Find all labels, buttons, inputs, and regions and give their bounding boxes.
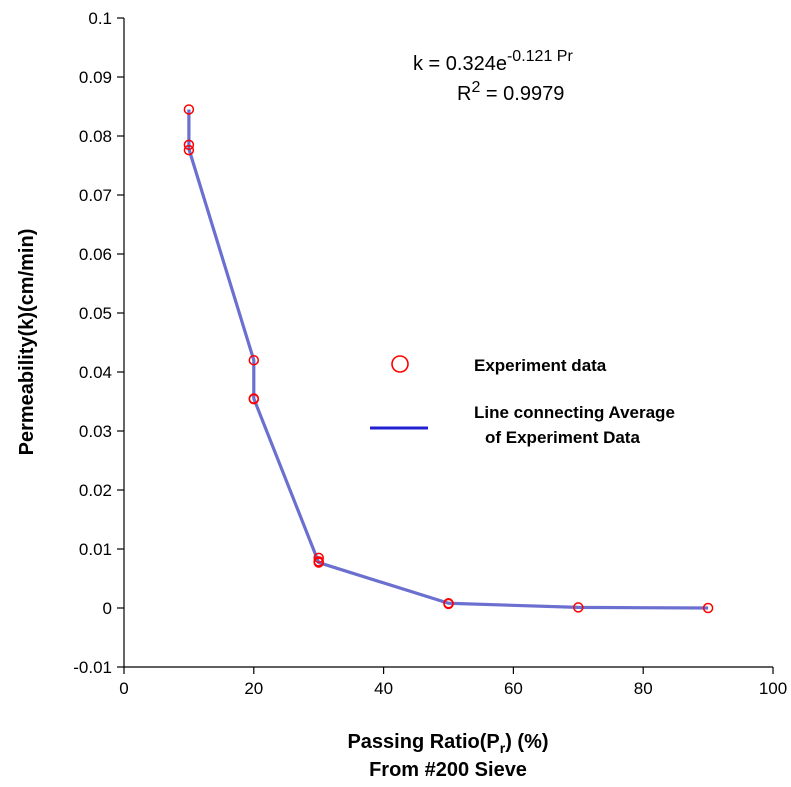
y-axis-title: Permeability(k)(cm/min)	[16, 229, 38, 456]
y-tick-label: 0.1	[88, 9, 112, 28]
x-tick-label: 100	[759, 679, 787, 698]
data-point	[573, 602, 584, 613]
data-point	[313, 557, 324, 568]
x-tick-label: 60	[504, 679, 523, 698]
legend-label-line-1: Line connecting Average	[474, 403, 675, 422]
legend-label-experiment: Experiment data	[474, 356, 607, 375]
text-layer: 0 20 40 60 80 100 -0.01 0 0.01 0.02 0.03 0.04 0.05 0.…	[73, 9, 787, 698]
data-point	[183, 104, 195, 115]
x-axis-title: Passing Ratio(Pr) (%)	[347, 731, 548, 756]
r-squared-value: = 0.9979	[480, 83, 564, 105]
average-line	[187, 109, 709, 610]
x-tick-label: 80	[634, 679, 653, 698]
fit-equation: k = 0.324e-0.121 Pr	[413, 48, 573, 75]
y-tick-label: 0.04	[79, 363, 112, 382]
data-point	[183, 139, 195, 151]
series-layer	[183, 104, 714, 614]
data-point	[313, 552, 324, 564]
r-squared-sup: 2	[471, 79, 480, 96]
data-point	[183, 144, 195, 156]
fit-equation-lhs: k = 0.324e	[413, 53, 507, 75]
r-squared: R2 = 0.9979	[457, 79, 564, 105]
data-point	[248, 393, 260, 405]
x-tick-label: 20	[244, 679, 263, 698]
y-tick-label: 0.06	[79, 245, 112, 264]
y-tick-label: -0.01	[73, 658, 112, 677]
x-axis-title-line2: From #200 Sieve	[369, 759, 527, 781]
y-tick-label: 0	[103, 599, 112, 618]
data-point	[248, 354, 260, 366]
fit-equation-exponent: -0.121 Pr	[507, 48, 573, 65]
x-axis-title-tail: ) (%)	[505, 731, 548, 753]
y-tick-label: 0.07	[79, 186, 112, 205]
r-squared-label: R	[457, 83, 471, 105]
x-tick-label: 40	[374, 679, 393, 698]
y-tick-label: 0.03	[79, 422, 112, 441]
y-tick-label: 0.08	[79, 127, 112, 146]
y-tick-label: 0.02	[79, 481, 112, 500]
data-point	[443, 598, 454, 610]
legend-label-line-2: of Experiment Data	[485, 428, 640, 447]
y-tick-label: 0.09	[79, 68, 112, 87]
x-axis-title-sub: r	[500, 740, 506, 756]
x-tick-label: 0	[119, 679, 128, 698]
legend: Experiment data Line connecting Average …	[370, 355, 675, 447]
y-tick-label: 0.05	[79, 304, 112, 323]
data-point	[702, 602, 714, 614]
legend-marker-icon	[391, 355, 409, 373]
axes-layer	[117, 17, 774, 674]
y-tick-label: 0.01	[79, 540, 112, 559]
x-axis-title-main: Passing Ratio(P	[347, 731, 499, 753]
